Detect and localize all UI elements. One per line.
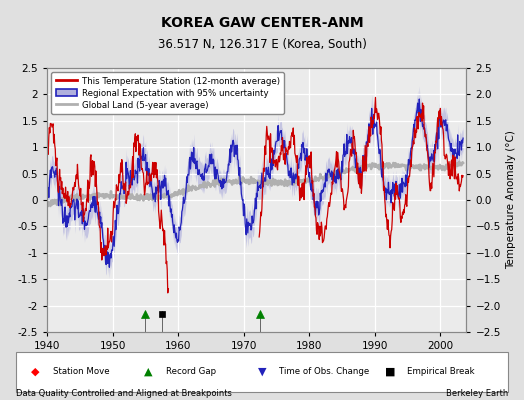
FancyBboxPatch shape <box>16 352 508 392</box>
Legend: This Temperature Station (12-month average), Regional Expectation with 95% uncer: This Temperature Station (12-month avera… <box>51 72 284 114</box>
Text: 36.517 N, 126.317 E (Korea, South): 36.517 N, 126.317 E (Korea, South) <box>158 38 366 51</box>
Text: Empirical Break: Empirical Break <box>407 367 475 376</box>
Text: ▼: ▼ <box>258 366 266 376</box>
Text: Data Quality Controlled and Aligned at Breakpoints: Data Quality Controlled and Aligned at B… <box>16 389 232 398</box>
Y-axis label: Temperature Anomaly (°C): Temperature Anomaly (°C) <box>506 130 516 270</box>
Text: Station Move: Station Move <box>52 367 110 376</box>
Text: ▲: ▲ <box>145 366 153 376</box>
Text: Record Gap: Record Gap <box>166 367 216 376</box>
Text: KOREA GAW CENTER-ANM: KOREA GAW CENTER-ANM <box>161 16 363 30</box>
Text: ◆: ◆ <box>31 366 40 376</box>
Text: Berkeley Earth: Berkeley Earth <box>446 389 508 398</box>
Text: ■: ■ <box>385 366 395 376</box>
Text: Time of Obs. Change: Time of Obs. Change <box>279 367 369 376</box>
